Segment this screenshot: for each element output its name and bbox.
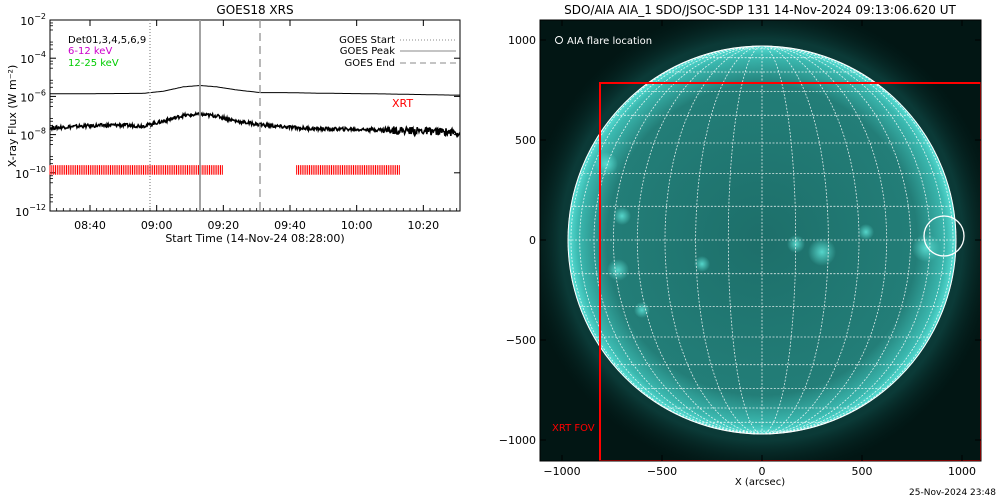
active-region-glow — [808, 238, 836, 266]
grid-longitude-line — [695, 45, 763, 435]
goes-x-tick-label: 10:00 — [341, 219, 373, 232]
grid-longitude-line — [570, 45, 763, 435]
footer-timestamp: 25-Nov-2024 23:48 — [909, 488, 996, 498]
aia-y-tick-label: 500 — [515, 134, 536, 147]
grid-longitude-line — [761, 45, 912, 435]
active-region-glow — [634, 302, 650, 318]
goes-x-tick-label: 09:40 — [274, 219, 306, 232]
active-region-glow — [912, 234, 940, 262]
grid-longitude-line — [761, 45, 829, 435]
active-regions — [594, 152, 940, 318]
goes-chart-title: GOES18 XRS — [216, 3, 293, 17]
grid-longitude-line — [727, 45, 763, 435]
aia-x-axis: −1000 −500 0 500 1000 — [543, 20, 976, 478]
active-region-glow — [607, 259, 629, 281]
active-region-glow — [613, 207, 631, 225]
detectors-label: Det01,3,4,5,6,9 — [68, 35, 146, 46]
aia-x-tick-label: −500 — [647, 465, 677, 478]
grid-longitude-line — [593, 45, 763, 435]
grid-longitude-line — [761, 45, 931, 435]
aia-y-tick-label: 0 — [529, 234, 536, 247]
grid-longitude-line — [761, 45, 945, 435]
grid-longitude-line — [664, 45, 763, 435]
xrt-observation-ticks — [49, 165, 400, 175]
aia-x-tick-label: −1000 — [543, 465, 580, 478]
goes-x-axis: 08:40 09:00 09:20 09:40 10:00 10:20 — [56, 20, 458, 232]
goes-x-tick-label: 09:00 — [141, 219, 173, 232]
goes-series-short — [49, 111, 461, 139]
xrt-fov-box — [599, 82, 981, 461]
solar-limb — [567, 45, 957, 435]
goes-x-axis-label: Start Time (14-Nov-24 08:28:00) — [165, 232, 344, 245]
xrt-label: XRT — [392, 97, 413, 110]
goes-plot-area — [49, 19, 461, 212]
aia-x-axis-label: X (arcsec) — [735, 477, 785, 488]
aia-y-tick-label: 1000 — [508, 34, 536, 47]
aia-y-tick-label: −500 — [506, 334, 536, 347]
goes-legend: GOES Start GOES Peak GOES End — [339, 35, 456, 69]
grid-longitude-line — [579, 45, 763, 435]
active-region-glow — [858, 224, 874, 240]
aia-x-tick-label: 500 — [852, 465, 873, 478]
aia-title: SDO/AIA AIA_1 SDO/JSOC-SDP 131 14-Nov-20… — [564, 3, 956, 17]
grid-longitude-line — [761, 45, 797, 435]
band-label-low: 6-12 keV — [68, 46, 112, 57]
xrt-fov-label: XRT FOV — [552, 423, 595, 434]
legend-goes-start-label: GOES Start — [339, 35, 395, 46]
goes-plot-frame — [49, 19, 461, 212]
goes-series-long — [50, 84, 460, 96]
active-region-glow — [694, 256, 710, 272]
aia-image-content — [540, 20, 981, 461]
grid-longitude-line — [761, 45, 888, 435]
goes-series-group — [49, 84, 461, 139]
grid-longitude-line — [761, 45, 860, 435]
goes-y-axis-label: X-ray Flux (W m⁻²) — [6, 65, 19, 167]
grid-longitude-line — [761, 45, 954, 435]
goes-x-tick-label: 10:20 — [407, 219, 439, 232]
legend-goes-end-label: GOES End — [345, 58, 395, 69]
aia-y-tick-label: −1000 — [499, 434, 536, 447]
goes-x-tick-label: 08:40 — [74, 219, 106, 232]
flare-location-circle — [923, 215, 965, 257]
band-label-high: 12-25 keV — [68, 58, 119, 69]
aia-x-tick-label: 1000 — [948, 465, 976, 478]
goes-event-markers — [149, 20, 261, 211]
legend-goes-peak-label: GOES Peak — [340, 46, 395, 57]
flare-legend-marker — [555, 36, 563, 44]
aia-y-axis: 1000 500 0 −500 −1000 — [499, 34, 981, 447]
goes-x-tick-label: 09:20 — [207, 219, 239, 232]
grid-longitude-line — [636, 45, 763, 435]
grid-longitude-line — [612, 45, 763, 435]
flare-legend-label: AIA flare location — [567, 36, 652, 47]
aia-x-tick-label: 0 — [759, 465, 766, 478]
